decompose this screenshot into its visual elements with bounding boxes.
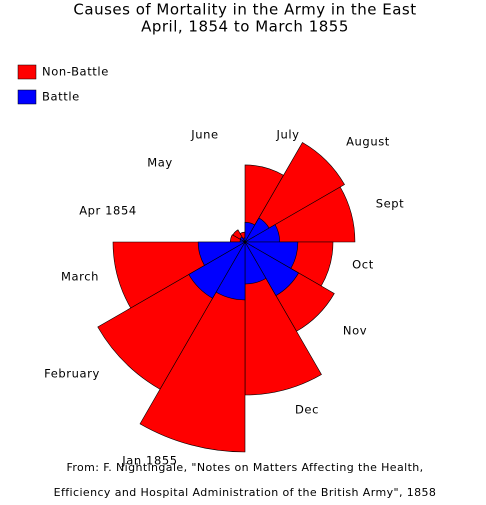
category-label: August	[346, 135, 390, 149]
wedge	[197, 241, 247, 266]
wedge	[188, 241, 246, 299]
chart-subtitle: April, 1854 to March 1855	[141, 18, 349, 36]
category-label: Dec	[295, 403, 319, 417]
category-label: Oct	[352, 258, 374, 272]
legend-swatch	[17, 89, 37, 105]
legend-label: Battle	[42, 90, 80, 104]
wedge	[139, 240, 246, 453]
category-label: February	[44, 367, 100, 381]
category-label: Jan 1855	[121, 454, 177, 468]
category-label: July	[275, 128, 299, 142]
category-label: May	[147, 156, 173, 170]
source-note: From: F. Nightingale, "Notes on Matters …	[66, 461, 423, 474]
chart-title: Causes of Mortality in the Army in the E…	[73, 1, 416, 19]
category-label: March	[61, 270, 99, 284]
legend-label: Non-Battle	[42, 65, 109, 79]
wedge	[244, 241, 299, 296]
legend-swatch	[17, 64, 37, 80]
category-label: Apr 1854	[79, 204, 137, 218]
category-label: June	[190, 128, 218, 142]
source-note: Efficiency and Hospital Administration o…	[54, 486, 437, 499]
category-label: Nov	[343, 324, 367, 338]
wedge	[239, 236, 246, 243]
category-label: Sept	[376, 197, 405, 211]
wedge	[244, 142, 345, 243]
